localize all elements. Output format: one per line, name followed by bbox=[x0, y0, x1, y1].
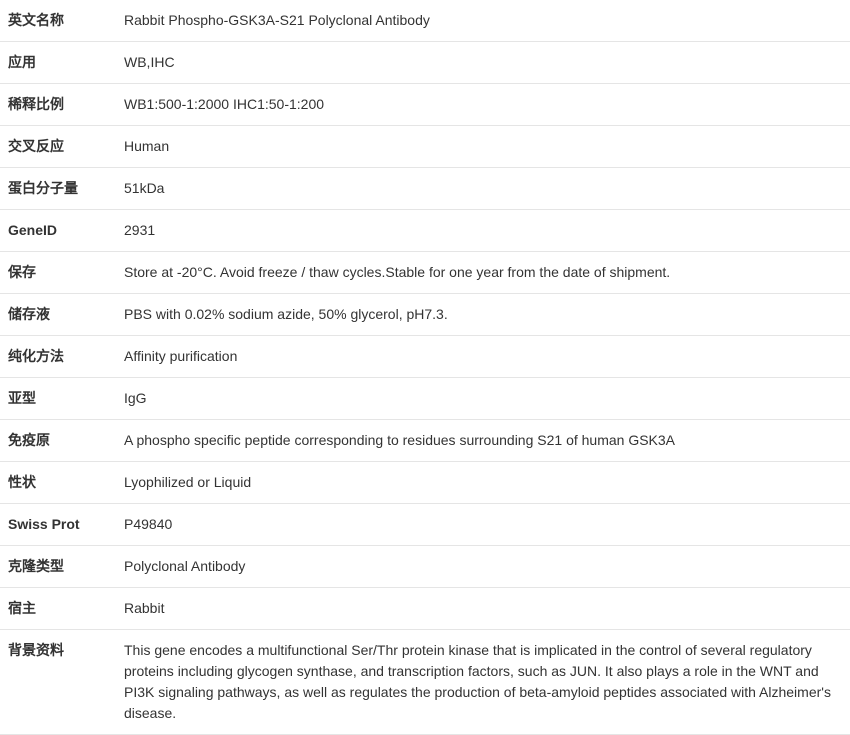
row-value: IgG bbox=[124, 388, 842, 409]
row-label: 稀释比例 bbox=[8, 94, 124, 115]
row-value: WB,IHC bbox=[124, 52, 842, 73]
row-value: This gene encodes a multifunctional Ser/… bbox=[124, 640, 842, 724]
table-row: 应用 WB,IHC bbox=[0, 42, 850, 84]
table-row: 纯化方法 Affinity purification bbox=[0, 336, 850, 378]
row-label: 保存 bbox=[8, 262, 124, 283]
row-label: 纯化方法 bbox=[8, 346, 124, 367]
row-value: Affinity purification bbox=[124, 346, 842, 367]
row-label: 亚型 bbox=[8, 388, 124, 409]
row-label: Swiss Prot bbox=[8, 514, 124, 535]
table-row: 储存液 PBS with 0.02% sodium azide, 50% gly… bbox=[0, 294, 850, 336]
row-label: 蛋白分子量 bbox=[8, 178, 124, 199]
table-row: 宿主 Rabbit bbox=[0, 588, 850, 630]
row-label: 免疫原 bbox=[8, 430, 124, 451]
row-value: Lyophilized or Liquid bbox=[124, 472, 842, 493]
table-row: 蛋白分子量 51kDa bbox=[0, 168, 850, 210]
row-label: 英文名称 bbox=[8, 10, 124, 31]
row-label: 应用 bbox=[8, 52, 124, 73]
row-label: GeneID bbox=[8, 220, 124, 241]
table-row: Swiss Prot P49840 bbox=[0, 504, 850, 546]
table-row: 克隆类型 Polyclonal Antibody bbox=[0, 546, 850, 588]
row-label: 交叉反应 bbox=[8, 136, 124, 157]
table-row: 亚型 IgG bbox=[0, 378, 850, 420]
row-value: PBS with 0.02% sodium azide, 50% glycero… bbox=[124, 304, 842, 325]
row-label: 性状 bbox=[8, 472, 124, 493]
row-label: 宿主 bbox=[8, 598, 124, 619]
table-row: 稀释比例 WB1:500-1:2000 IHC1:50-1:200 bbox=[0, 84, 850, 126]
row-value: Rabbit Phospho-GSK3A-S21 Polyclonal Anti… bbox=[124, 10, 842, 31]
row-label: 储存液 bbox=[8, 304, 124, 325]
table-row: 背景资料 This gene encodes a multifunctional… bbox=[0, 630, 850, 735]
table-row: 交叉反应 Human bbox=[0, 126, 850, 168]
row-label: 克隆类型 bbox=[8, 556, 124, 577]
row-value: 51kDa bbox=[124, 178, 842, 199]
row-value: Rabbit bbox=[124, 598, 842, 619]
row-value: P49840 bbox=[124, 514, 842, 535]
table-row: GeneID 2931 bbox=[0, 210, 850, 252]
row-value: 2931 bbox=[124, 220, 842, 241]
table-row: 免疫原 A phospho specific peptide correspon… bbox=[0, 420, 850, 462]
table-row: 性状 Lyophilized or Liquid bbox=[0, 462, 850, 504]
spec-table: 英文名称 Rabbit Phospho-GSK3A-S21 Polyclonal… bbox=[0, 0, 850, 735]
table-row: 英文名称 Rabbit Phospho-GSK3A-S21 Polyclonal… bbox=[0, 0, 850, 42]
row-label: 背景资料 bbox=[8, 640, 124, 724]
row-value: A phospho specific peptide corresponding… bbox=[124, 430, 842, 451]
row-value: WB1:500-1:2000 IHC1:50-1:200 bbox=[124, 94, 842, 115]
row-value: Polyclonal Antibody bbox=[124, 556, 842, 577]
table-row: 保存 Store at -20°C. Avoid freeze / thaw c… bbox=[0, 252, 850, 294]
row-value: Store at -20°C. Avoid freeze / thaw cycl… bbox=[124, 262, 842, 283]
row-value: Human bbox=[124, 136, 842, 157]
